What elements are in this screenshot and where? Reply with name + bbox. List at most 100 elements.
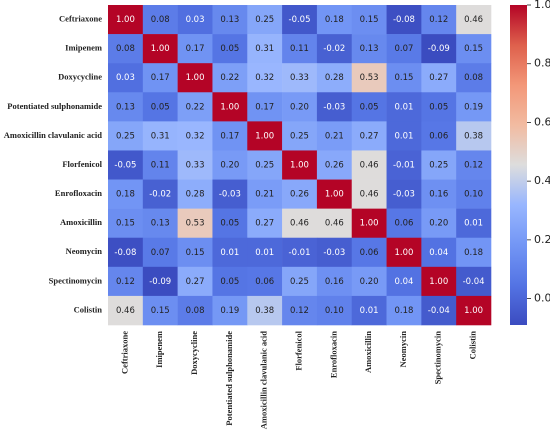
heatmap-cell [316,121,353,151]
heatmap-cell [212,179,248,209]
heatmap-cell [142,266,178,297]
heatmap-cell [316,179,353,209]
heatmap-cell [177,266,213,297]
cell-label: 0.38 [464,131,483,141]
colorbar-tick-label: 0.0 [534,292,550,305]
cell-label: 0.28 [186,190,205,200]
cell-label: 0.05 [220,44,239,54]
cell-label: 0.46 [360,161,379,171]
heatmap-cell [247,208,283,239]
heatmap-cell [456,34,492,64]
column-label: Amoxicillin [363,331,373,373]
cell-label: 0.25 [116,131,135,141]
heatmap-cell [282,266,318,297]
cell-label: -0.05 [289,15,311,25]
cell-label: 0.32 [255,73,274,83]
heatmap-cell [456,92,492,122]
cell-label: 0.10 [325,306,344,316]
heatmap-cell [421,121,457,151]
heatmap-cell [108,208,144,239]
cell-label: 0.27 [186,277,205,287]
colorbar [510,5,527,325]
heatmap-cell [351,34,387,64]
cell-label: 0.04 [394,277,413,287]
cell-label: -0.09 [149,277,171,287]
cell-label: -0.03 [219,190,241,200]
cell-label: 0.06 [394,219,413,229]
cell-label: 0.15 [464,44,483,54]
cell-label: 0.27 [429,73,448,83]
cell-label: 0.33 [290,73,309,83]
cell-label: 1.00 [429,277,448,287]
row-label: Doxycycline [58,72,102,82]
cell-label: 0.08 [186,306,205,316]
heatmap-cell [212,5,248,35]
cell-label: 0.05 [429,102,448,112]
heatmap-cell [316,208,353,239]
heatmap-cell [108,34,144,64]
heatmap-cell [456,63,492,93]
cell-label: -0.08 [393,15,415,25]
heatmap-cell [316,237,353,268]
heatmap-cell [247,34,283,64]
column-label: Potentiated sulphonamide [224,331,234,426]
cell-label: 0.31 [255,44,274,54]
heatmap-cell [142,63,178,93]
cell-label: 0.15 [360,15,379,25]
cell-label: 0.18 [116,190,135,200]
cell-label: 0.22 [220,73,239,83]
heatmap-cell [456,237,492,268]
heatmap-cell [386,63,422,93]
cell-label: 0.15 [116,219,135,229]
column-label: Spectinomycin [433,331,443,385]
row-label: Amoxicillin clavulanic acid [4,130,102,140]
cell-label: 0.13 [151,219,170,229]
heatmap-cell [421,5,457,35]
heatmap-cell [386,121,422,151]
heatmap-cell [212,63,248,93]
heatmap-cell [351,179,387,209]
heatmap-cell [351,92,387,122]
cell-label: 0.08 [116,44,135,54]
cell-label: 0.17 [186,44,205,54]
heatmap-cell [282,295,318,326]
cell-label: 0.08 [151,15,170,25]
cell-label: 0.26 [325,161,344,171]
cell-label: 0.46 [464,15,483,25]
cell-label: 0.21 [325,131,344,141]
colorbar-tick-label: 0.8 [534,57,550,70]
heatmap-cell [456,5,492,35]
heatmap-cell [386,208,422,239]
heatmap-cell [386,295,422,326]
cell-label: 0.25 [290,277,309,287]
heatmap-cell [282,34,318,64]
heatmap-cell [108,150,144,180]
heatmap-cell [316,34,353,64]
cell-label: 0.22 [186,102,205,112]
cell-label: 0.05 [360,102,379,112]
heatmap-cell [177,121,213,151]
heatmap-cell [247,121,283,151]
heatmap-cell [282,208,318,239]
heatmap-cell [247,150,283,180]
cell-label: 0.20 [360,277,379,287]
heatmap-cell [177,208,213,239]
heatmap-cell [421,34,457,64]
heatmap-cell [177,237,213,268]
cell-label: 0.38 [255,306,274,316]
cell-label: 0.18 [394,306,413,316]
column-label: Doxycycline [189,331,199,375]
heatmap-cell [351,266,387,297]
heatmap-cell [142,208,178,239]
heatmap-cell [421,150,457,180]
heatmap-cell [316,266,353,297]
heatmap-cell [108,5,144,35]
cell-label: 0.12 [290,306,309,316]
cell-label: -0.03 [323,102,345,112]
cell-label: 1.00 [186,73,205,83]
cell-label: 0.25 [255,15,274,25]
heatmap-cell [108,63,144,93]
cell-label: -0.03 [323,248,345,258]
cell-label: 0.11 [290,44,309,54]
